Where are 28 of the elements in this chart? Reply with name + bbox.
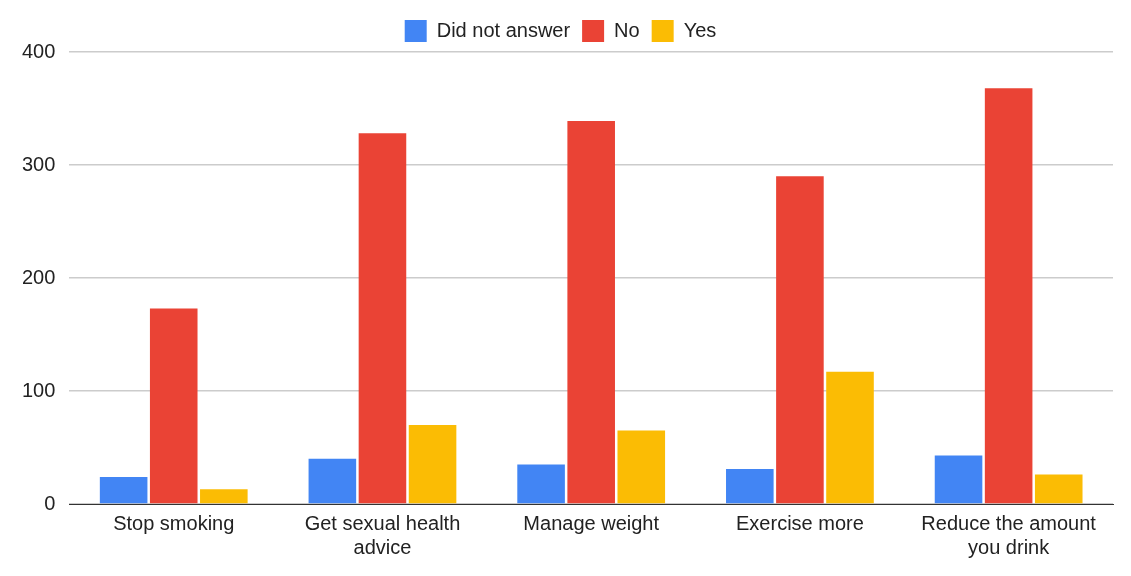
legend-label: No [614,18,640,41]
bar [200,489,248,504]
bar [1034,474,1083,504]
y-tick-label: 200 [21,265,56,288]
x-tick-label: Reduce the amount you drink [921,511,1097,558]
bar [408,424,457,504]
bar [776,176,824,504]
bar [358,133,407,504]
legend-label: Did not answer [436,18,571,41]
bar [308,458,357,504]
y-tick-label: 100 [21,378,56,401]
bar [934,455,983,504]
legend-label: Yes [683,18,717,41]
y-tick-label: 300 [21,152,56,175]
bar [984,88,1033,504]
bar [99,476,148,504]
bar [517,464,565,504]
x-tick-label: Manage weight [523,511,660,534]
bar [567,120,615,504]
y-tick-label: 0 [44,491,56,514]
x-tick-label: Exercise more [736,511,864,534]
x-tick-label: Stop smoking [113,511,235,534]
bar [149,308,198,504]
x-tick-label: Get sexual health advice [304,511,461,558]
bar [726,468,774,504]
y-tick-label: 400 [21,39,56,62]
bar [617,430,666,504]
bar [826,371,874,504]
